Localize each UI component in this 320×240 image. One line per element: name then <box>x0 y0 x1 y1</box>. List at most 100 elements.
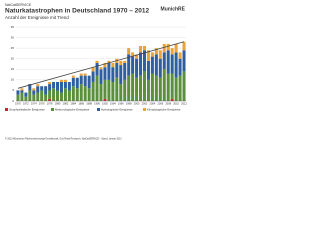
bar <box>48 84 52 91</box>
bar <box>71 86 75 101</box>
bar <box>127 54 131 76</box>
bar <box>150 52 154 57</box>
x-tick-label: 1974 <box>31 102 37 106</box>
bar <box>32 90 36 95</box>
trend-line <box>17 41 185 89</box>
y-tick-label: 20 <box>11 57 15 61</box>
bar <box>135 58 139 78</box>
bar <box>63 81 67 89</box>
bar <box>170 48 174 55</box>
x-tick-label: 1970 <box>15 102 21 106</box>
bar <box>48 81 52 85</box>
bar <box>135 77 139 101</box>
bar <box>99 84 103 101</box>
source-label: NatCatSERVICE <box>5 3 32 7</box>
y-tick-label: 0 <box>12 99 14 103</box>
bar <box>36 86 40 93</box>
bar <box>178 52 182 59</box>
legend-label: Meteorologische Ereignisse <box>55 107 90 111</box>
bar <box>63 79 67 82</box>
bar <box>166 43 170 51</box>
x-tick-label: 2008 <box>165 102 171 106</box>
bar <box>79 84 83 101</box>
bar <box>158 50 162 59</box>
legend-label: Geophysikalische Ereignisse <box>9 107 45 111</box>
legend-label: Klimatologische Ereignisse <box>147 107 181 111</box>
bar <box>44 94 48 101</box>
bar <box>174 43 178 53</box>
bar <box>36 84 40 87</box>
bar <box>67 90 71 101</box>
bar <box>59 81 63 93</box>
bar <box>103 79 107 99</box>
x-tick-label: 1988 <box>86 102 92 106</box>
bar <box>52 88 56 101</box>
legend-swatch <box>5 108 8 111</box>
bar <box>91 67 95 72</box>
bar <box>127 48 131 55</box>
bar <box>36 92 40 101</box>
bar <box>48 90 52 99</box>
page: {"header":{"source":"NatCatSERVICE","log… <box>0 0 190 143</box>
bar <box>158 58 162 78</box>
x-tick-label: 1998 <box>126 102 132 106</box>
bar <box>131 73 135 101</box>
bar <box>182 71 186 101</box>
x-tick-label: 2006 <box>157 102 163 106</box>
x-tick-label: 1978 <box>47 102 53 106</box>
x-tick-label: 2000 <box>134 102 140 106</box>
bar <box>162 69 166 101</box>
bar <box>28 84 32 91</box>
bar <box>107 60 111 63</box>
bar <box>135 54 139 59</box>
bar <box>107 79 111 101</box>
bar <box>95 62 99 76</box>
bar <box>95 60 99 63</box>
bar <box>115 62 119 78</box>
x-tick-label: 1986 <box>78 102 84 106</box>
bar <box>123 60 127 63</box>
bar <box>182 41 186 51</box>
bar <box>32 88 36 91</box>
bar <box>16 94 20 101</box>
bar <box>123 79 127 101</box>
bar <box>52 81 56 89</box>
bar <box>127 75 131 101</box>
chart-subtitle: Anzahl der Ereignisse mit Trend <box>5 15 69 20</box>
bar <box>103 67 107 80</box>
bar <box>142 50 146 72</box>
bar <box>178 58 182 76</box>
bar <box>146 79 150 101</box>
legend-swatch <box>51 108 54 111</box>
bar <box>154 75 158 101</box>
bar <box>142 46 146 51</box>
y-tick-label: 25 <box>11 46 15 50</box>
x-tick-label: 1992 <box>102 102 108 106</box>
bar <box>139 52 143 76</box>
bar <box>20 88 24 91</box>
y-tick-label: 30 <box>11 35 15 39</box>
bar <box>146 50 150 61</box>
bar <box>158 77 162 101</box>
bar <box>83 75 87 87</box>
logo: MunichRE <box>161 6 186 12</box>
y-tick-label: 10 <box>11 78 15 82</box>
bar <box>139 75 143 101</box>
bar <box>154 54 158 76</box>
bar <box>107 62 111 80</box>
bar <box>91 81 95 101</box>
bar <box>20 90 24 93</box>
bar <box>170 98 174 101</box>
bar <box>119 84 123 101</box>
x-tick-label: 2004 <box>150 102 156 106</box>
y-tick-label: 35 <box>11 25 15 29</box>
bar <box>111 81 115 101</box>
bar <box>123 62 127 80</box>
bar <box>99 69 103 85</box>
bar <box>178 75 182 101</box>
x-tick-label: 2002 <box>142 102 148 106</box>
bar <box>146 60 150 80</box>
bar <box>16 90 20 95</box>
bar <box>56 90 60 101</box>
bar <box>75 77 79 89</box>
